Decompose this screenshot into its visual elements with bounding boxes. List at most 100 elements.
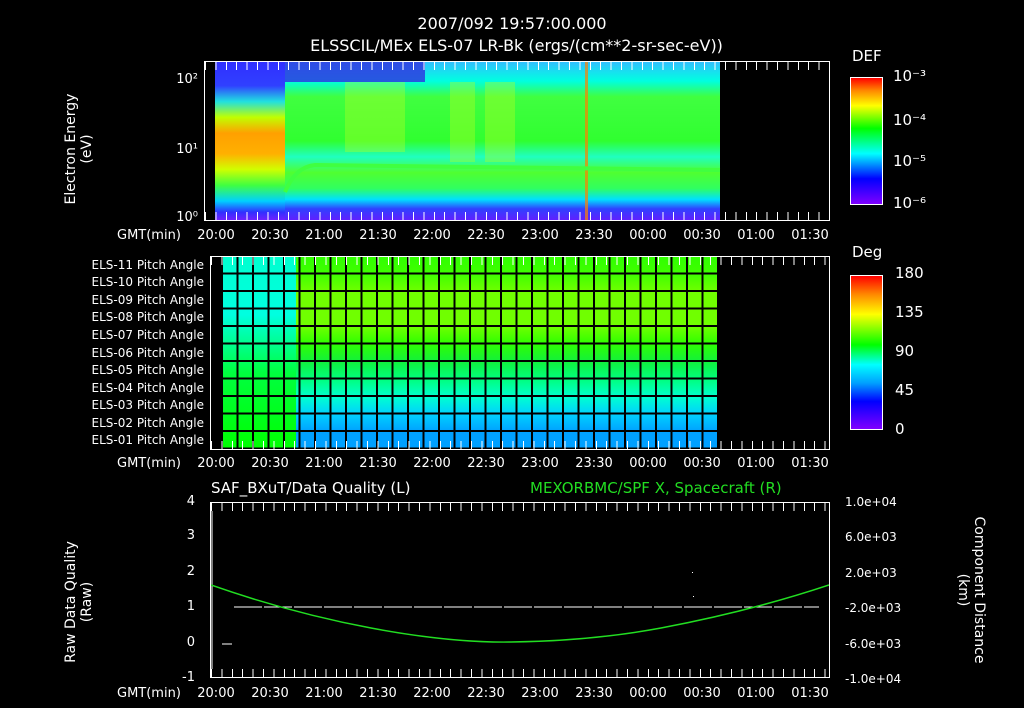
xtick: 22:30 (467, 456, 505, 471)
cb2-tick: 180 (895, 264, 924, 282)
pitch-label: ELS-06 Pitch Angle (91, 346, 204, 360)
pitch-label: ELS-02 Pitch Angle (91, 416, 204, 430)
xtick: 23:30 (575, 686, 613, 701)
xtick: 23:00 (521, 228, 559, 243)
ytick-right: -1.0e+04 (845, 672, 902, 686)
colorbar1-title: DEF (852, 47, 882, 65)
xtick: 01:00 (737, 456, 775, 471)
panel3-xlabel: GMT(min) (117, 686, 181, 701)
ytick-right: 6.0e+03 (845, 530, 897, 544)
cb2-tick: 135 (895, 303, 924, 321)
ytick: 0 (186, 635, 195, 650)
panel2-xlabel: GMT(min) (117, 456, 181, 471)
xtick: 21:00 (305, 456, 343, 471)
xtick: 22:30 (467, 228, 505, 243)
panel1-bottom-ticks (205, 212, 829, 220)
line-plot (210, 502, 830, 678)
cb1-tick: 10⁻³ (893, 67, 927, 85)
xtick: 00:30 (683, 456, 721, 471)
ytick: 3 (186, 528, 195, 543)
xtick: 01:30 (791, 456, 829, 471)
ylabel-line2: (km) (955, 573, 971, 607)
panel2-top-ticks (211, 257, 829, 265)
xtick: 20:30 (251, 686, 289, 701)
panel2-bottom-ticks (211, 441, 829, 449)
xtick: 00:30 (683, 228, 721, 243)
ylabel-line1: Component Distance (971, 516, 987, 664)
colorbar2-title: Deg (852, 243, 883, 261)
panel3-bottom-ticks (211, 669, 829, 677)
ytick: 1 (186, 599, 195, 614)
panel3-right-ylabel: Component Distance (km) (953, 510, 987, 670)
cb1-tick: 10⁻⁴ (893, 111, 927, 129)
panel3-left-title: SAF_BXuT/Data Quality (L) (211, 479, 411, 497)
xtick: 01:00 (737, 686, 775, 701)
pitch-label: ELS-04 Pitch Angle (91, 381, 204, 395)
pitch-grid (221, 257, 719, 449)
xtick: 21:00 (305, 686, 343, 701)
panel1-ytick-1: 10⁰ (176, 210, 198, 225)
spf-x-curve (211, 584, 829, 643)
pitch-label: ELS-10 Pitch Angle (91, 275, 204, 289)
xtick: 01:30 (791, 228, 829, 243)
spectrogram-plot (204, 61, 830, 221)
cb2-tick: 90 (895, 342, 915, 360)
pitch-label: ELS-11 Pitch Angle (91, 258, 204, 272)
xtick: 23:30 (575, 456, 613, 471)
panel1-ytick-100: 10² (176, 72, 198, 87)
xtick: 22:30 (467, 686, 505, 701)
ytick: -1 (182, 670, 195, 685)
panel3-top-ticks (211, 503, 829, 511)
pitch-label: ELS-09 Pitch Angle (91, 293, 204, 307)
pitch-angle-plot (210, 256, 830, 450)
xtick: 00:00 (629, 456, 667, 471)
panel1-ylabel: Electron Energy (eV) (63, 69, 97, 229)
xtick: 20:00 (197, 686, 235, 701)
xtick: 01:30 (791, 686, 829, 701)
pitch-label: ELS-03 Pitch Angle (91, 398, 204, 412)
ylabel-line1: Electron Energy (63, 93, 79, 205)
xtick: 00:00 (629, 686, 667, 701)
panel1-xlabel: GMT(min) (117, 228, 181, 243)
pitch-label: ELS-08 Pitch Angle (91, 310, 204, 324)
ylabel-line2: (Raw) (79, 581, 95, 623)
timestamp-title: 2007/092 19:57:00.000 (417, 14, 607, 33)
xtick: 21:30 (359, 456, 397, 471)
panel1-top-ticks (205, 62, 829, 70)
ytick-right: -6.0e+03 (845, 637, 902, 651)
xtick: 22:00 (413, 456, 451, 471)
panel1-title: ELSSCIL/MEx ELS-07 LR-Bk (ergs/(cm**2-sr… (310, 36, 723, 55)
cb1-tick: 10⁻⁵ (893, 152, 927, 170)
line-plot-svg (211, 511, 829, 669)
xtick: 22:00 (413, 686, 451, 701)
ylabel-line1: Raw Data Quality (63, 541, 79, 663)
xtick: 20:30 (251, 228, 289, 243)
colorbar-deg (850, 275, 883, 430)
pitch-label: ELS-07 Pitch Angle (91, 328, 204, 342)
ytick: 4 (186, 494, 195, 509)
xtick: 21:00 (305, 228, 343, 243)
cb2-tick: 45 (895, 381, 915, 399)
xtick: 23:00 (521, 686, 559, 701)
cb2-tick: 0 (895, 420, 905, 438)
panel3-left-ylabel: Raw Data Quality (Raw) (63, 522, 97, 682)
pitch-label: ELS-05 Pitch Angle (91, 363, 204, 377)
ylabel-line2: (eV) (79, 134, 95, 164)
spectrogram-image (215, 62, 721, 220)
xtick: 01:00 (737, 228, 775, 243)
xtick: 00:00 (629, 228, 667, 243)
ytick-right: 1.0e+04 (845, 495, 897, 509)
ytick-right: 2.0e+03 (845, 566, 897, 580)
panel1-ytick-10: 10¹ (176, 142, 198, 157)
xtick: 21:30 (359, 686, 397, 701)
xtick: 00:30 (683, 686, 721, 701)
ytick-right: -2.0e+03 (845, 601, 902, 615)
xtick: 20:00 (197, 456, 235, 471)
ytick: 2 (186, 564, 195, 579)
xtick: 20:00 (197, 228, 235, 243)
pitch-label: ELS-01 Pitch Angle (91, 433, 204, 447)
cb1-tick: 10⁻⁶ (893, 194, 927, 212)
xtick: 22:00 (413, 228, 451, 243)
xtick: 23:00 (521, 456, 559, 471)
pitch-early-block (221, 257, 296, 449)
